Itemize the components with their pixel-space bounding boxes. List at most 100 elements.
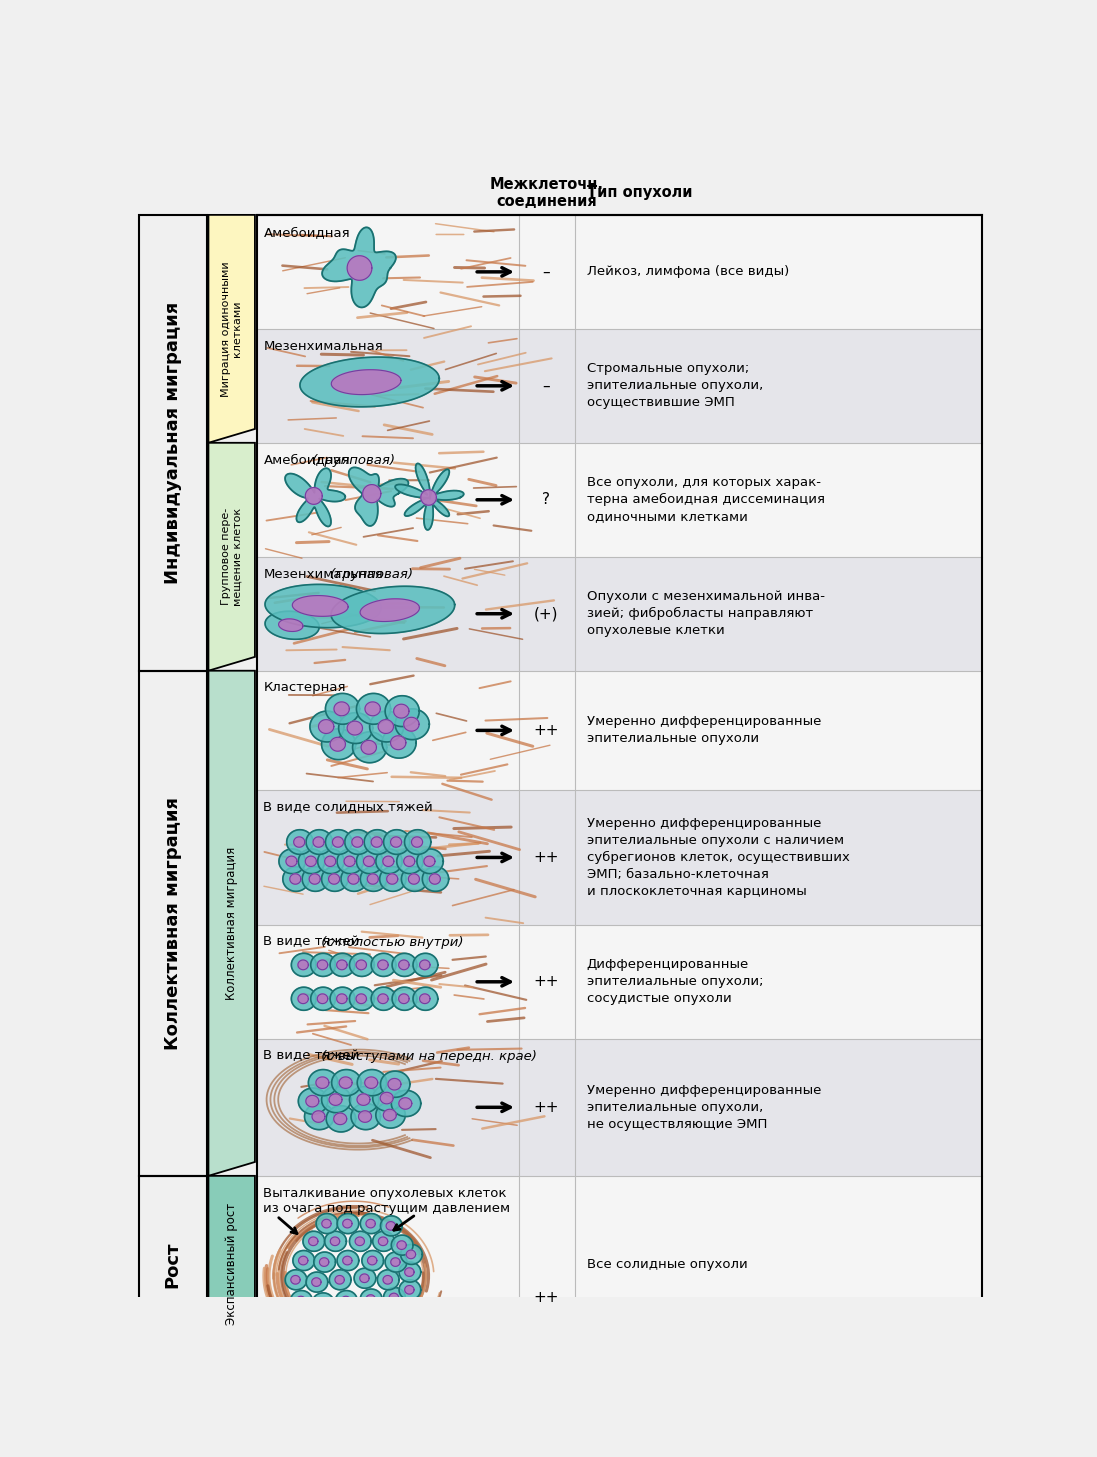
Bar	[258, 329, 982, 443]
Polygon shape	[408, 874, 419, 884]
Polygon shape	[326, 694, 360, 724]
Polygon shape	[310, 988, 336, 1010]
Bar	[258, 443, 982, 557]
Polygon shape	[336, 1291, 358, 1311]
Polygon shape	[283, 867, 309, 892]
Polygon shape	[306, 1096, 319, 1107]
Polygon shape	[309, 874, 320, 884]
Polygon shape	[325, 1231, 347, 1252]
Text: Лейкоз, лимфома (все виды): Лейкоз, лимфома (все виды)	[587, 265, 789, 278]
Text: Умеренно дифференцированные
эпителиальные опухоли: Умеренно дифференцированные эпителиальны…	[587, 715, 821, 746]
Polygon shape	[285, 468, 346, 526]
Polygon shape	[352, 836, 363, 847]
Polygon shape	[374, 1310, 396, 1330]
Polygon shape	[347, 721, 362, 734]
Text: (+): (+)	[534, 606, 558, 621]
Polygon shape	[350, 953, 374, 976]
Bar	[258, 557, 982, 670]
Polygon shape	[355, 1237, 364, 1246]
Polygon shape	[414, 988, 438, 1010]
Polygon shape	[405, 829, 431, 854]
Polygon shape	[386, 874, 398, 884]
Polygon shape	[344, 857, 355, 867]
Polygon shape	[385, 1252, 407, 1272]
Polygon shape	[349, 468, 408, 526]
Polygon shape	[383, 1275, 393, 1284]
Bar	[138, 1176, 207, 1354]
Polygon shape	[306, 829, 332, 854]
Polygon shape	[321, 867, 348, 892]
Polygon shape	[381, 1071, 410, 1097]
Polygon shape	[367, 1256, 377, 1265]
Polygon shape	[395, 710, 429, 740]
Polygon shape	[404, 717, 419, 731]
Polygon shape	[363, 485, 381, 503]
Polygon shape	[305, 857, 316, 867]
Polygon shape	[371, 988, 396, 1010]
Text: (с полостью внутри): (с полостью внутри)	[317, 935, 464, 949]
Bar	[258, 1176, 982, 1354]
Polygon shape	[397, 849, 423, 874]
Polygon shape	[279, 849, 305, 874]
Polygon shape	[317, 994, 328, 1004]
Polygon shape	[208, 214, 255, 443]
Polygon shape	[360, 1214, 382, 1234]
Polygon shape	[305, 1313, 326, 1332]
Polygon shape	[388, 1078, 400, 1090]
Polygon shape	[392, 1301, 414, 1320]
Polygon shape	[405, 1268, 414, 1276]
Text: (с выступами на передн. крае): (с выступами на передн. крае)	[317, 1049, 538, 1062]
Polygon shape	[399, 1097, 411, 1109]
Polygon shape	[357, 1320, 366, 1327]
Bar	[258, 214, 982, 1354]
Polygon shape	[357, 849, 383, 874]
Polygon shape	[397, 1307, 406, 1314]
Polygon shape	[298, 1256, 308, 1265]
Polygon shape	[321, 1220, 331, 1228]
Polygon shape	[360, 599, 419, 622]
Polygon shape	[333, 1113, 347, 1125]
Polygon shape	[351, 1103, 381, 1129]
Polygon shape	[377, 994, 388, 1004]
Polygon shape	[380, 867, 406, 892]
Polygon shape	[354, 1268, 376, 1288]
Polygon shape	[331, 1069, 361, 1096]
Polygon shape	[331, 370, 402, 395]
Polygon shape	[265, 584, 382, 628]
Polygon shape	[329, 1271, 351, 1289]
Polygon shape	[302, 867, 328, 892]
Polygon shape	[402, 867, 428, 892]
Polygon shape	[399, 1279, 421, 1300]
Bar	[258, 214, 982, 329]
Polygon shape	[298, 994, 308, 1004]
Polygon shape	[348, 874, 359, 884]
Text: ++: ++	[533, 1100, 559, 1115]
Polygon shape	[310, 953, 336, 976]
Text: В виде солидных тяжей: В виде солидных тяжей	[263, 801, 433, 814]
Polygon shape	[291, 1291, 313, 1311]
Polygon shape	[419, 960, 430, 970]
Polygon shape	[360, 1273, 369, 1282]
Polygon shape	[286, 857, 297, 867]
Text: Мезенхимальная: Мезенхимальная	[263, 568, 383, 580]
Text: (групповая): (групповая)	[327, 568, 414, 580]
Text: (групповая): (групповая)	[308, 453, 395, 466]
Text: ++: ++	[533, 975, 559, 989]
Polygon shape	[358, 1069, 386, 1096]
Text: Дифференцированные
эпителиальные опухоли;
сосудистые опухоли: Дифференцированные эпителиальные опухоли…	[587, 959, 764, 1005]
Polygon shape	[305, 1103, 333, 1129]
Polygon shape	[341, 1297, 351, 1305]
Polygon shape	[367, 874, 378, 884]
Polygon shape	[391, 1257, 400, 1266]
Text: Групповое пере-
мещение клеток: Групповое пере- мещение клеток	[220, 507, 242, 606]
Polygon shape	[376, 1101, 405, 1128]
Polygon shape	[265, 612, 319, 640]
Text: Тип опухоли: Тип опухоли	[587, 185, 692, 201]
Polygon shape	[352, 731, 386, 762]
Bar	[258, 790, 982, 925]
Text: –: –	[543, 379, 550, 393]
Polygon shape	[423, 857, 434, 867]
Polygon shape	[414, 953, 438, 976]
Polygon shape	[376, 849, 403, 874]
Polygon shape	[350, 988, 374, 1010]
